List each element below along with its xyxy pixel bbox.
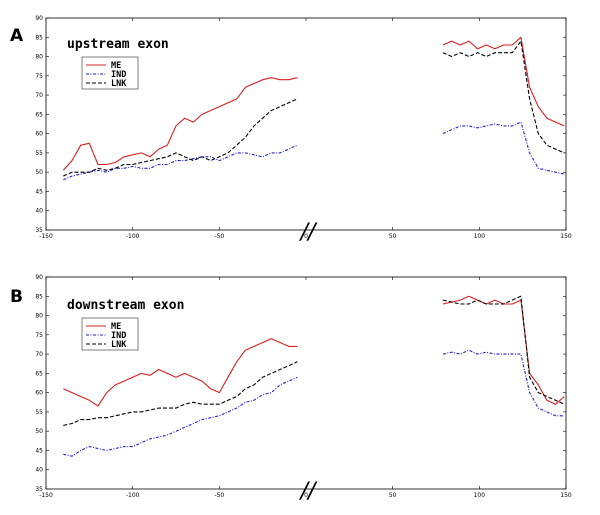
panel-a-ytick-label: 50 <box>35 169 43 176</box>
panel-a-ytick-label: 75 <box>35 73 43 80</box>
panel-b-axis-break: // <box>299 479 318 504</box>
panel-b-legend-label-lnk: LNK <box>111 340 127 350</box>
panel-a-xtick-label: 0 <box>304 233 308 240</box>
panel-b-ytick-label: 50 <box>35 428 43 435</box>
panel-b-ytick-label: 75 <box>35 332 43 339</box>
panel-b-legend-label-ind: IND <box>111 331 126 341</box>
panel-b-ytick-label: 55 <box>35 409 43 416</box>
panel-b-ytick-label: 60 <box>35 390 43 397</box>
panel-b-series-me-left-line <box>63 338 298 407</box>
panel-a-series-lnk-left-line <box>63 98 298 177</box>
panel-a-xtick-label: -150 <box>39 233 53 240</box>
panel-a-ytick-label: 65 <box>35 111 43 118</box>
panel-a-series-lnk-right-line <box>442 40 565 154</box>
panel-a: A 35 40 45 50 55 60 65 70 75 80 85 90 -150 -100 -50 0 50 1… <box>10 15 572 245</box>
panel-a-legend-label-me: ME <box>111 61 121 71</box>
panel-a-ytick-label: 35 <box>35 227 43 234</box>
panel-b-ytick-label: 45 <box>35 447 43 454</box>
panel-b-legend-box <box>81 317 139 351</box>
panel-b-ytick-label: 90 <box>35 274 43 281</box>
panel-a-series-ind-left-line <box>63 144 298 181</box>
panel-b: B 35 40 45 50 55 60 65 70 75 80 85 90 -150 -100 -50 0 50 1… <box>10 274 572 504</box>
panel-b-xtick-label: 100 <box>474 492 486 499</box>
panel-b-xtick-label: 50 <box>389 492 397 499</box>
panel-b-ytick-label: 65 <box>35 370 43 377</box>
panel-b-letter: B <box>10 287 23 307</box>
panel-a-xtick-label: 100 <box>474 233 486 240</box>
panel-a-legend-label-lnk: LNK <box>111 79 127 89</box>
panel-a-letter: A <box>10 26 24 46</box>
panel-a-ytick-label: 45 <box>35 188 43 195</box>
panel-b-series-me-right-line <box>442 295 565 405</box>
panel-b-ytick-label: 80 <box>35 313 43 320</box>
panel-b-xtick-label: -100 <box>126 492 140 499</box>
panel-a-legend-box <box>81 56 139 90</box>
panel-a-xtick-label: -50 <box>214 233 224 240</box>
panel-b-series-lnk-right-line <box>442 295 565 405</box>
panel-a-ytick-label: 60 <box>35 131 43 138</box>
panel-a-ytick-label: 70 <box>35 92 43 99</box>
panel-b-ytick-label: 70 <box>35 351 43 358</box>
panel-b-series-ind-right-line <box>442 349 565 417</box>
panel-a-title: upstream exon <box>67 37 169 52</box>
panel-a-ytick-label: 40 <box>35 208 43 215</box>
panel-a-xtick-label: 50 <box>389 233 397 240</box>
panel-a-ytick-label: 85 <box>35 34 43 41</box>
panel-a-xtick-label: 150 <box>560 233 572 240</box>
panel-a-ytick-label: 90 <box>35 15 43 22</box>
panel-b-series-ind-left-line <box>63 376 298 457</box>
panel-b-series-lnk-left-line <box>63 361 298 426</box>
panel-b-ytick-label: 40 <box>35 467 43 474</box>
panel-a-ytick-label: 55 <box>35 150 43 157</box>
panel-b-ytick-label: 85 <box>35 293 43 300</box>
panel-a-series-me-left-line <box>62 77 298 171</box>
panel-b-xtick-label: -150 <box>39 492 53 499</box>
panel-b-xtick-label: 150 <box>560 492 572 499</box>
panel-a-series-ind-right-line <box>442 121 565 175</box>
panel-b-xtick-label: -50 <box>214 492 224 499</box>
panel-b-title: downstream exon <box>67 298 184 313</box>
panel-b-legend-label-me: ME <box>111 322 121 332</box>
panel-a-legend-label-ind: IND <box>111 70 126 80</box>
panel-b-ytick-label: 35 <box>35 486 43 493</box>
panel-a-xtick-label: -100 <box>126 233 140 240</box>
panel-a-series-me-right-line <box>442 36 565 127</box>
panel-b-xtick-label: 0 <box>304 492 308 499</box>
panel-a-ytick-label: 80 <box>35 54 43 61</box>
panel-a-axis-break: // <box>299 220 318 245</box>
